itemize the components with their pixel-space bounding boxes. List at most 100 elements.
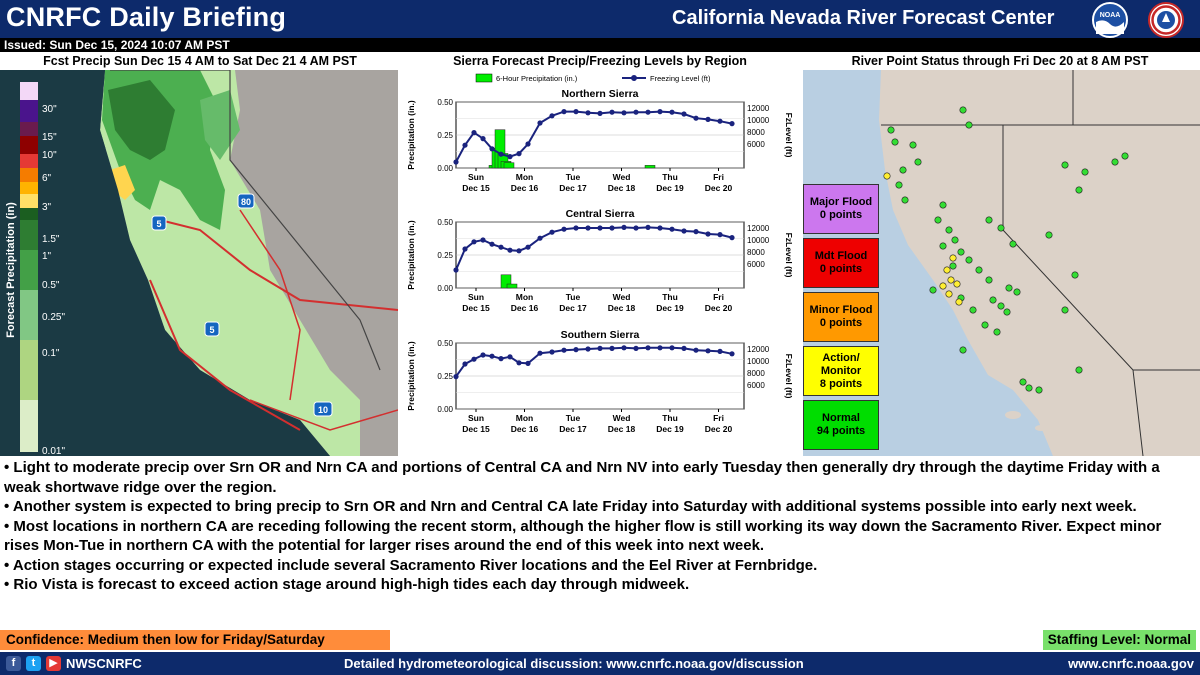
freezing-level-point: [489, 146, 495, 152]
river-point-marker: [969, 306, 977, 314]
river-point-marker: [965, 256, 973, 264]
freezing-level-point: [573, 347, 579, 353]
x-tick-label: Dec 19: [656, 303, 684, 313]
y-tick-label: 0.00: [437, 284, 453, 293]
freezing-level-point: [633, 225, 639, 231]
river-point-marker: [951, 236, 959, 244]
freezing-level-point: [489, 241, 495, 247]
freezing-level-point: [516, 360, 522, 366]
y-tick-label: 0.00: [437, 164, 453, 173]
freezing-level-point: [489, 353, 495, 359]
river-point-marker: [1075, 366, 1083, 374]
river-point-marker: [883, 172, 891, 180]
header-bar: CNRFC Daily Briefing California Nevada R…: [0, 0, 1200, 38]
x-tick-label: Dec 20: [705, 424, 733, 434]
x-tick-label: Tue: [566, 413, 581, 423]
freezing-level-point: [681, 111, 687, 117]
y-axis-label: Precipitation (in.): [406, 100, 416, 170]
sierra-charts: 6-Hour Precipitation (in.) Freezing Leve…: [400, 70, 800, 456]
y-tick-label: 0.00: [437, 405, 453, 414]
river-point-marker: [1009, 240, 1017, 248]
highway-label: 5: [209, 325, 214, 335]
freezing-level-point: [507, 247, 513, 253]
freezing-level-point: [462, 246, 468, 252]
freezing-level-point: [453, 374, 459, 380]
nws-logo-graphic: [1151, 5, 1181, 35]
scale-tick: 6": [42, 173, 52, 184]
x-tick-label: Mon: [516, 413, 533, 423]
freezing-level-point: [597, 110, 603, 116]
freezing-level-point: [669, 345, 675, 351]
scale-tick: 0.01": [42, 446, 65, 456]
freezing-level-point: [657, 225, 663, 231]
y2-tick-label: 10000: [747, 357, 770, 366]
y2-axis-label: FzLevel (ft): [784, 354, 794, 399]
x-tick-label: Tue: [566, 292, 581, 302]
river-point-marker: [985, 216, 993, 224]
status-box-action: Action/ Monitor 8 points: [803, 346, 879, 396]
precip-bar: [506, 283, 518, 289]
status-count: 94 points: [816, 425, 866, 437]
staffing-badge: Staffing Level: Normal: [1042, 630, 1196, 650]
x-tick-label: Wed: [613, 292, 631, 302]
freezing-level-point: [729, 351, 735, 357]
river-point-marker: [985, 276, 993, 284]
river-point-marker: [1081, 168, 1089, 176]
river-point-marker: [1045, 231, 1053, 239]
x-tick-label: Fri: [713, 413, 724, 423]
river-point-marker: [891, 138, 899, 146]
x-tick-label: Sun: [468, 292, 484, 302]
y2-tick-label: 6000: [747, 260, 765, 269]
freezing-level-point: [549, 113, 555, 119]
freezing-level-point: [585, 225, 591, 231]
x-tick-label: Thu: [662, 292, 678, 302]
x-tick-label: Dec 18: [608, 183, 636, 193]
status-box-major: Major Flood 0 points: [803, 184, 879, 234]
freezing-level-point: [609, 109, 615, 115]
facebook-icon[interactable]: f: [6, 656, 21, 671]
freezing-level-point: [573, 225, 579, 231]
freezing-level-point: [681, 345, 687, 351]
river-point-marker: [1061, 161, 1069, 169]
freezing-level-point: [609, 345, 615, 351]
highway-label: 10: [318, 405, 328, 415]
freezing-level-point: [537, 235, 543, 241]
river-point-marker: [975, 266, 983, 274]
y2-tick-label: 8000: [747, 369, 765, 378]
river-point-marker: [909, 141, 917, 149]
freezing-level-point: [645, 109, 651, 115]
precip-map-graphic: 80 5 5 10: [0, 70, 398, 456]
x-tick-label: Dec 18: [608, 303, 636, 313]
right-panel-title: River Point Status through Fri Dec 20 at…: [851, 54, 1149, 68]
youtube-icon[interactable]: ▶: [46, 656, 61, 671]
freezing-level-point: [645, 224, 651, 230]
discussion-link[interactable]: Detailed hydrometeorological discussion:…: [344, 656, 804, 671]
confidence-badge: Confidence: Medium then low for Friday/S…: [0, 630, 390, 650]
x-tick-label: Sun: [468, 172, 484, 182]
river-point-marker: [997, 302, 1005, 310]
y-tick-label: 0.25: [437, 131, 453, 140]
freezing-level-point: [633, 345, 639, 351]
river-points: [883, 106, 1129, 394]
freezing-level-point: [480, 237, 486, 243]
twitter-icon[interactable]: t: [26, 656, 41, 671]
freezing-level-point: [480, 352, 486, 358]
scale-tick: 10": [42, 150, 57, 161]
x-tick-label: Dec 19: [656, 183, 684, 193]
freezing-level-point: [561, 226, 567, 232]
river-point-marker: [965, 121, 973, 129]
y-tick-label: 0.50: [437, 339, 453, 348]
river-point-marker: [939, 242, 947, 250]
status-label: Normal: [822, 412, 860, 424]
precip-bar: [500, 274, 512, 289]
freezing-level-point: [657, 345, 663, 351]
river-point-marker: [957, 248, 965, 256]
bullet-item: • Another system is expected to bring pr…: [4, 498, 1137, 515]
freezing-level-point: [705, 348, 711, 354]
y2-tick-label: 6000: [747, 381, 765, 390]
social-handle[interactable]: NWSCNRFC: [66, 656, 142, 671]
website-link[interactable]: www.cnrfc.noaa.gov: [1068, 656, 1194, 671]
interstate-5-shield-north: 5: [151, 215, 167, 231]
freezing-level-point: [609, 225, 615, 231]
x-tick-label: Wed: [613, 413, 631, 423]
